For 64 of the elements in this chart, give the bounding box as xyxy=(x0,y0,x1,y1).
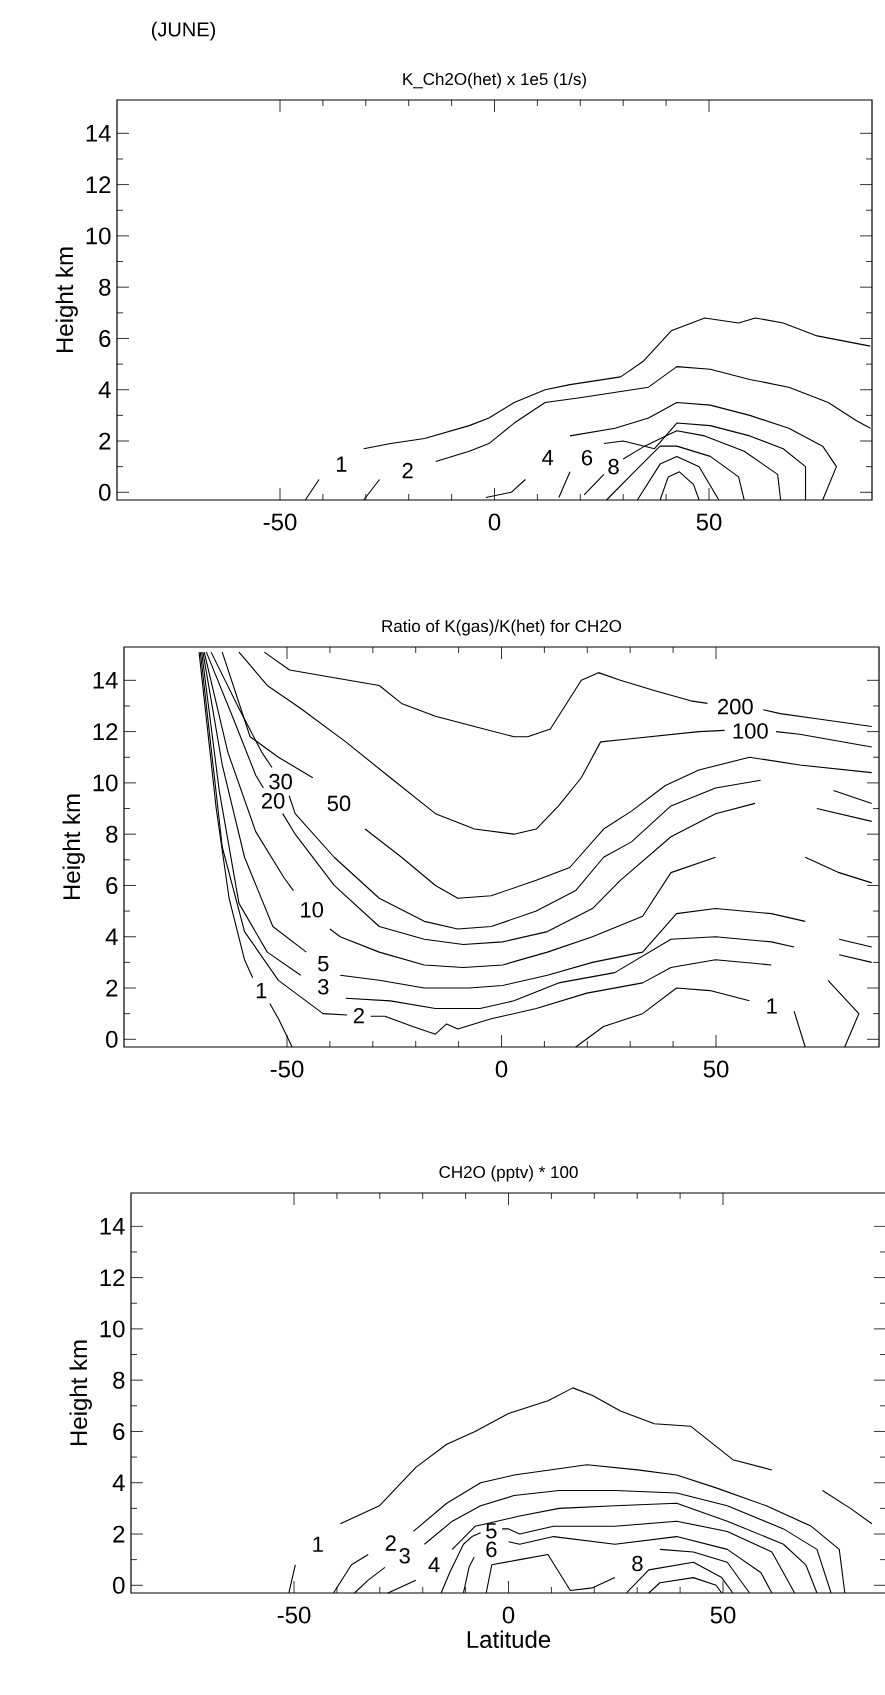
y-tick-label: 4 xyxy=(112,1474,125,1491)
series-label: 2 xyxy=(353,1007,364,1024)
y-tick-label: 4 xyxy=(105,928,118,945)
series-label: 1 xyxy=(313,1536,323,1552)
series-label: 8 xyxy=(608,458,619,475)
x-tick-label: 50 xyxy=(710,1606,736,1624)
chart-title: Ratio of K(gas)/K(het) for CH2O xyxy=(382,619,622,636)
x-tick-label: 0 xyxy=(488,513,501,531)
y-tick-label: 6 xyxy=(113,1422,125,1440)
series-label: 1 xyxy=(336,456,347,472)
y-axis-title: Height km xyxy=(69,1340,92,1446)
y-tick-label: 8 xyxy=(106,825,118,843)
x-tick-label: -50 xyxy=(277,1606,311,1624)
series-label: 20 xyxy=(261,793,285,809)
series-label: 100 xyxy=(733,723,768,739)
y-tick-label: 0 xyxy=(99,483,111,501)
y-tick-label: 0 xyxy=(113,1576,125,1594)
series-label: 6 xyxy=(581,449,593,466)
y-tick-label: 14 xyxy=(93,672,118,689)
x-tick-label: 50 xyxy=(696,513,722,531)
series-label: 2 xyxy=(385,1535,396,1551)
series-label: 8 xyxy=(632,1555,643,1572)
series-label: 200 xyxy=(718,698,753,715)
x-tick-label: 0 xyxy=(502,1606,515,1624)
series-label: 4 xyxy=(428,1557,440,1573)
y-tick-label: 14 xyxy=(100,1218,125,1235)
series-label: 1 xyxy=(256,983,267,999)
text: (JUNE) xyxy=(151,21,216,41)
y-tick-label: 12 xyxy=(93,723,118,740)
x-axis-title: Latitude xyxy=(467,1630,551,1649)
y-tick-label: 0 xyxy=(106,1030,118,1048)
y-tick-label: 6 xyxy=(106,876,118,894)
y-tick-label: 8 xyxy=(113,1371,125,1389)
series-label: 2 xyxy=(402,462,413,479)
series-label: 10 xyxy=(301,902,324,918)
y-tick-label: 2 xyxy=(113,1525,125,1543)
y-tick-label: 8 xyxy=(99,278,111,296)
chart-title: CH2O (pptv) * 100 xyxy=(439,1165,578,1182)
y-tick-label: 10 xyxy=(93,774,118,792)
series-label: 1 xyxy=(767,998,777,1014)
series-label: 6 xyxy=(486,1541,497,1558)
series-label: 3 xyxy=(317,978,329,995)
x-tick-label: -50 xyxy=(263,513,297,531)
y-tick-label: 14 xyxy=(86,125,111,142)
chart-title: K_Ch2O(het) x 1e5 (1/s) xyxy=(403,72,587,89)
x-tick-label: 0 xyxy=(495,1060,508,1078)
series-label: 50 xyxy=(327,795,351,812)
y-tick-label: 2 xyxy=(106,979,118,997)
series-label: 5 xyxy=(486,1523,497,1539)
y-tick-label: 12 xyxy=(86,176,111,193)
y-tick-label: 2 xyxy=(99,432,111,450)
x-tick-label: -50 xyxy=(270,1060,304,1078)
series-label: 5 xyxy=(318,955,329,972)
y-tick-label: 12 xyxy=(100,1269,125,1286)
y-axis-title: Height km xyxy=(62,794,85,900)
series-label: 3 xyxy=(399,1548,410,1564)
y-tick-label: 6 xyxy=(99,329,111,347)
y-tick-label: 10 xyxy=(100,1320,125,1338)
x-tick-label: 50 xyxy=(703,1060,729,1078)
series-label: 4 xyxy=(542,450,554,466)
y-tick-label: 10 xyxy=(86,227,111,245)
series-label: 30 xyxy=(269,773,292,790)
y-tick-label: 4 xyxy=(98,381,111,398)
y-axis-title: Height km xyxy=(55,247,78,353)
